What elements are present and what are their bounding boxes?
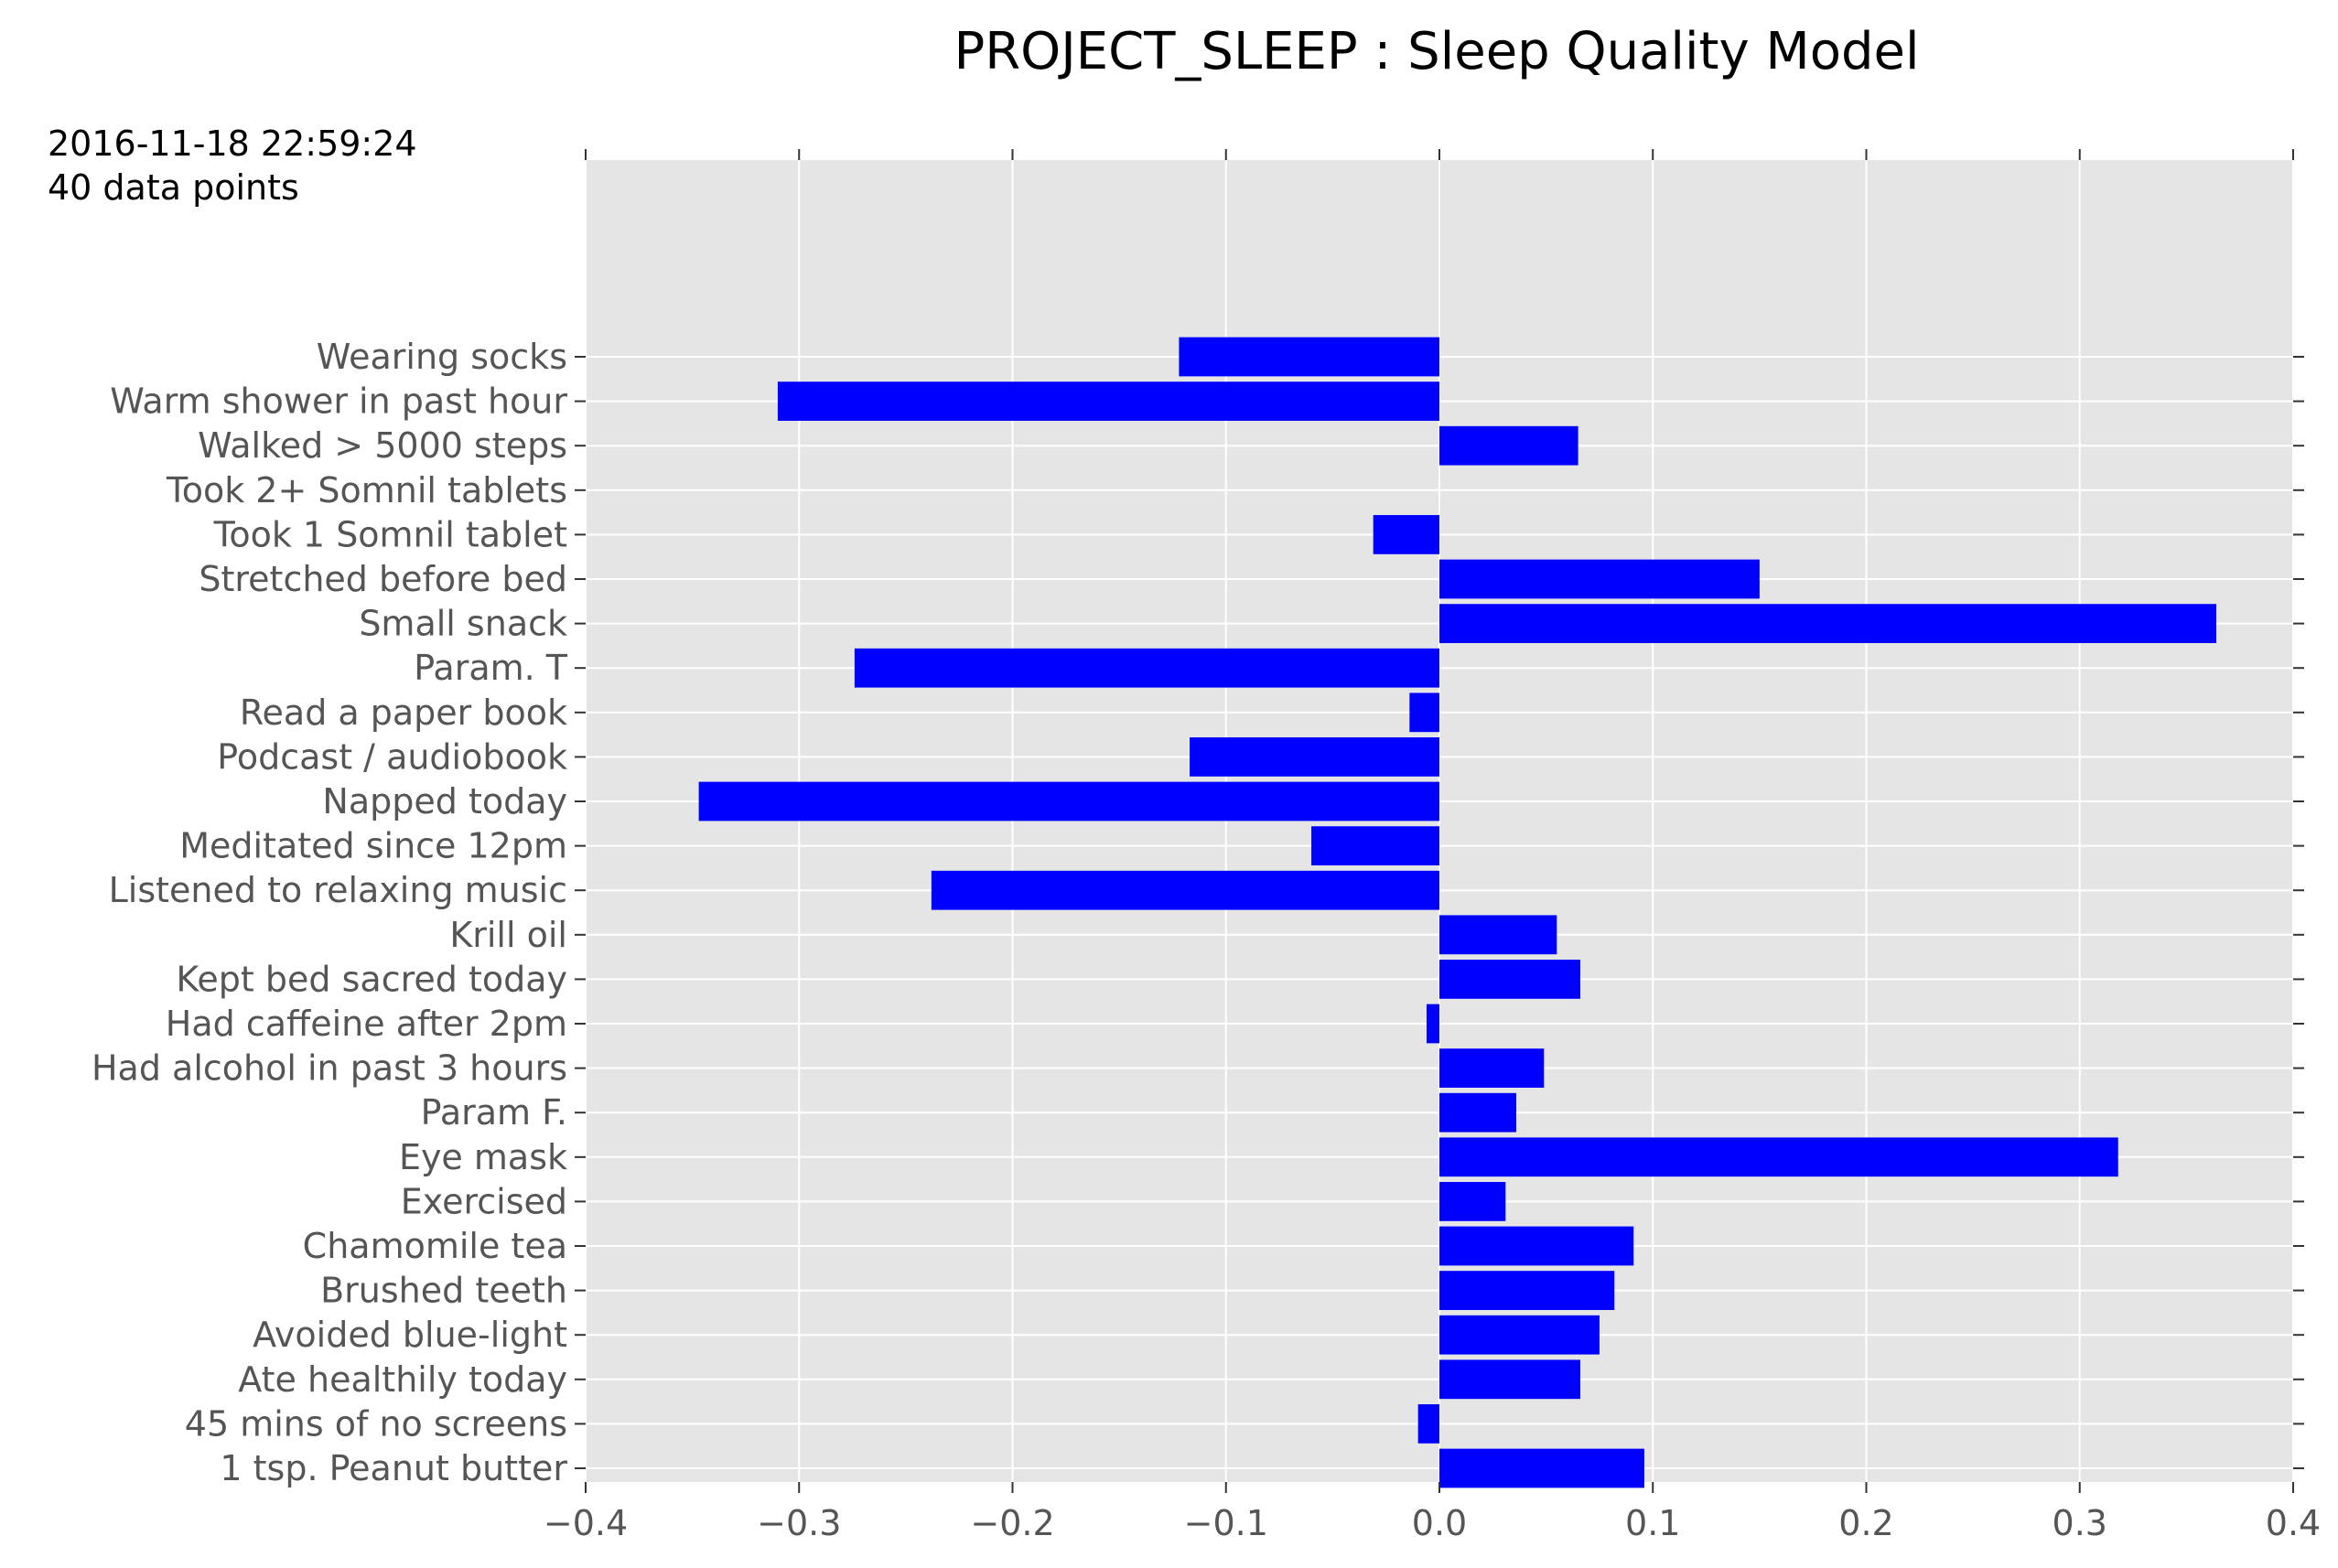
- y-tick-label: Kept bed sacred today: [176, 959, 567, 999]
- bar: [1439, 1315, 1600, 1355]
- bar: [1439, 960, 1580, 999]
- x-tick-label: −0.4: [544, 1503, 628, 1543]
- bar: [1427, 1004, 1439, 1044]
- bar: [1439, 1182, 1506, 1221]
- x-tick-label: −0.3: [757, 1503, 841, 1543]
- bar: [1417, 1404, 1439, 1444]
- bar: [1439, 604, 2217, 643]
- bar: [1439, 1137, 2118, 1177]
- bar: [1439, 915, 1557, 955]
- y-tick-label: Listened to relaxing music: [109, 870, 567, 910]
- bar: [1439, 1271, 1615, 1310]
- bar: [1190, 737, 1439, 777]
- bar: [1439, 1092, 1516, 1133]
- y-tick-label: 45 mins of no screens: [185, 1403, 567, 1444]
- bar: [1409, 693, 1439, 733]
- bar: [1179, 337, 1439, 377]
- y-tick-label: Took 2+ Somnil tablets: [166, 470, 567, 510]
- bar: [1439, 1226, 1634, 1266]
- y-tick-label: Exercised: [401, 1181, 567, 1221]
- bar: [1311, 826, 1439, 865]
- tick-marks: [575, 149, 2304, 1493]
- bar: [931, 870, 1439, 910]
- x-tick-label: 0.0: [1412, 1503, 1467, 1543]
- y-tick-label: Warm shower in past hour: [110, 381, 567, 422]
- y-tick-label: Walked > 5000 steps: [198, 425, 567, 466]
- x-tick-label: −0.1: [1184, 1503, 1268, 1543]
- bar: [698, 781, 1439, 822]
- bar: [1439, 1048, 1545, 1088]
- y-tick-label: Napped today: [322, 781, 567, 822]
- x-tick-label: 0.1: [1625, 1503, 1680, 1543]
- y-tick-label: Ate healthily today: [238, 1359, 567, 1400]
- y-tick-label: Small snack: [359, 604, 567, 644]
- y-tick-label: Eye mask: [399, 1137, 567, 1177]
- y-tick-label: Avoided blue-light: [253, 1315, 567, 1355]
- chart-title: PROJECT_SLEEP : Sleep Quality Model: [954, 22, 1919, 81]
- y-tick-label: Brushed teeth: [320, 1271, 567, 1311]
- y-tick-label: Stretched before bed: [199, 559, 567, 599]
- bar: [1439, 1359, 1580, 1400]
- y-tick-label: Took 1 Somnil tablet: [213, 514, 567, 554]
- tick-labels: −0.4 −0.3 −0.2 −0.1 0.0 0.1 0.2 0.3 0.4 Wearing s…: [92, 337, 2321, 1543]
- x-tick-label: −0.2: [970, 1503, 1054, 1543]
- timestamp-text: 2016-11-18 22:59:24: [48, 124, 417, 164]
- x-tick-label: 0.4: [2266, 1503, 2321, 1543]
- bar: [1439, 425, 1578, 466]
- y-tick-label: Wearing socks: [317, 337, 567, 377]
- x-tick-label: 0.3: [2052, 1503, 2107, 1543]
- bar: [854, 648, 1439, 688]
- y-tick-label: Param. T: [414, 648, 568, 688]
- bars: [698, 337, 2217, 1488]
- y-tick-label: Podcast / audiobook: [217, 736, 567, 777]
- y-tick-label: Had alcohol in past 3 hours: [92, 1048, 567, 1089]
- bar: [1439, 1448, 1644, 1488]
- y-tick-label: Chamomile tea: [303, 1226, 567, 1266]
- y-tick-label: 1 tsp. Peanut butter: [220, 1448, 567, 1488]
- y-tick-label: Read a paper book: [240, 693, 567, 733]
- bar: [777, 381, 1439, 421]
- bar: [1439, 559, 1760, 599]
- bar: [1373, 515, 1439, 554]
- x-tick-label: 0.2: [1838, 1503, 1893, 1543]
- y-tick-label: Had caffeine after 2pm: [166, 1004, 567, 1044]
- y-tick-label: Param F.: [421, 1092, 567, 1133]
- data-count-text: 40 data points: [48, 167, 299, 208]
- y-tick-label: Krill oil: [449, 915, 567, 955]
- y-tick-label: Meditated since 12pm: [179, 826, 567, 866]
